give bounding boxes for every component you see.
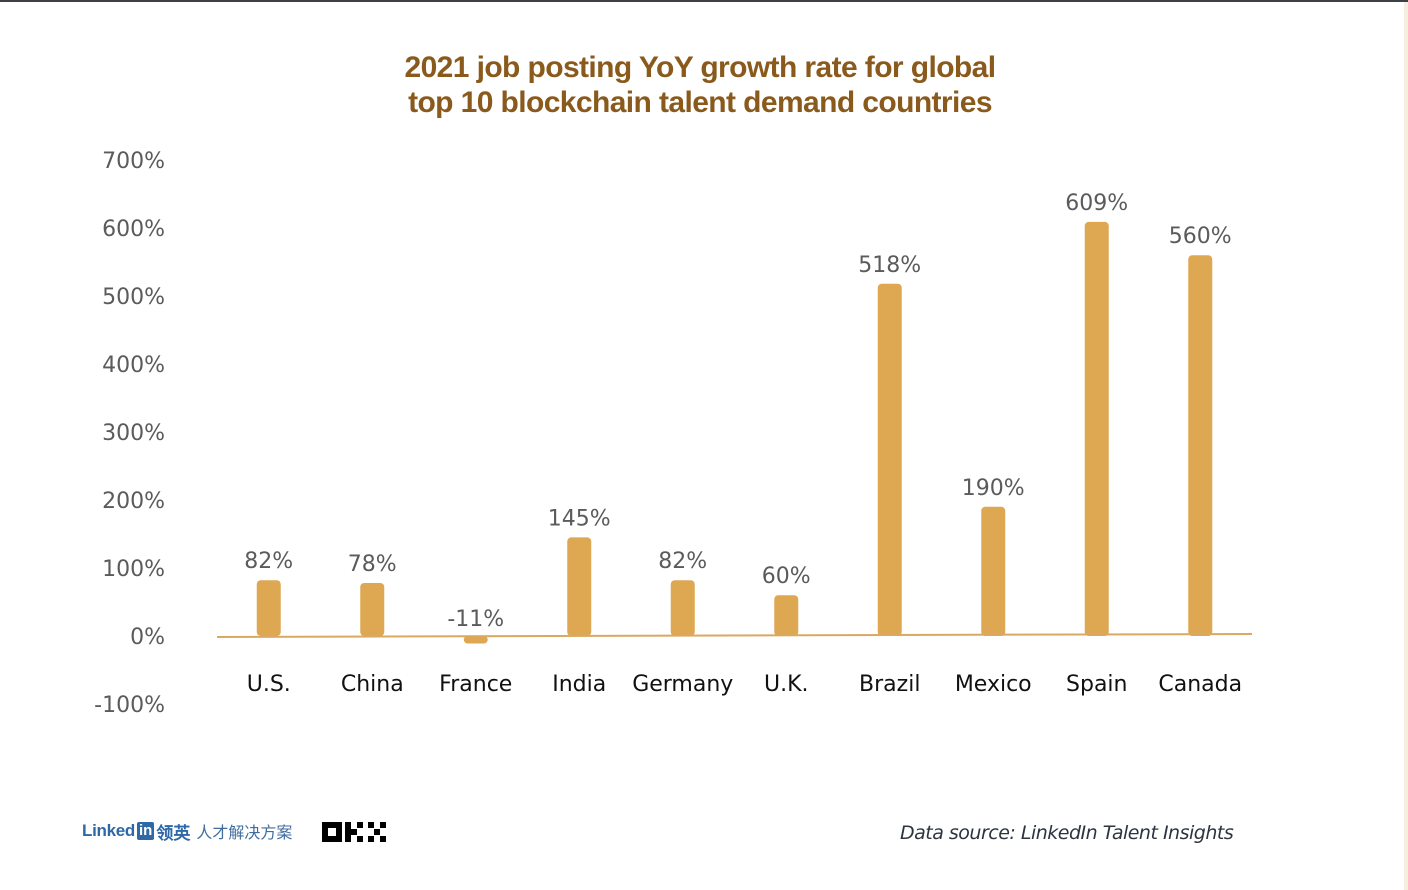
y-tick-label: 400% <box>102 353 165 378</box>
data-label: 78% <box>348 552 397 577</box>
x-tick-label: France <box>439 672 512 697</box>
bar <box>360 582 385 636</box>
data-label: -11% <box>447 607 504 632</box>
bar <box>256 580 281 636</box>
x-tick-label: India <box>552 672 606 697</box>
x-tick-label: Germany <box>632 672 733 697</box>
x-tick-label: China <box>341 672 404 697</box>
y-tick-label: 100% <box>102 557 165 582</box>
chart-title: 2021 job posting YoY growth rate for glo… <box>300 50 1100 120</box>
x-tick-label: U.K. <box>764 672 809 697</box>
bar <box>463 636 488 644</box>
x-tick-label: U.S. <box>247 672 291 697</box>
data-label: 82% <box>658 549 707 574</box>
linkedin-in-icon: in <box>137 822 155 840</box>
bar <box>774 595 799 636</box>
page-right-edge <box>1404 2 1408 890</box>
chart-title-line-1: 2021 job posting YoY growth rate for glo… <box>404 51 997 84</box>
y-tick-label: 700% <box>102 149 165 174</box>
linkedin-talent-solutions: 人才解决方案 <box>196 823 293 842</box>
data-label: 82% <box>244 549 293 574</box>
data-labels: 82% 78% -11% 145% 82% 60% 518% 190% 609% 560% <box>244 191 1231 632</box>
window-top-border <box>0 0 1408 2</box>
bar <box>877 283 902 636</box>
data-label: 190% <box>962 476 1025 501</box>
bar <box>1084 221 1109 636</box>
zero-axis-line <box>216 633 1253 638</box>
okx-logo-icon: OKX <box>322 822 386 842</box>
x-tick-label: Brazil <box>859 672 920 697</box>
data-label: 145% <box>548 506 611 531</box>
bar <box>567 537 592 636</box>
x-tick-label: Canada <box>1158 672 1242 697</box>
y-tick-label: -100% <box>94 693 165 718</box>
y-tick-label: 200% <box>102 489 165 514</box>
data-label: 518% <box>858 253 921 278</box>
data-label: 609% <box>1065 191 1128 216</box>
x-axis-labels: U.S. China France India Germany U.K. Brazil Mex… <box>247 672 1242 697</box>
chart-title-line-2: top 10 blockchain talent demand countrie… <box>408 86 992 119</box>
bar <box>670 580 695 636</box>
y-tick-label: 500% <box>102 285 165 310</box>
bar <box>981 506 1006 636</box>
y-axis-ticks: 700% 600% 500% 400% 300% 200% 100% 0% -100% <box>94 149 165 718</box>
y-tick-label: 300% <box>102 421 165 446</box>
y-tick-label: 600% <box>102 217 165 242</box>
data-label: 60% <box>762 564 811 589</box>
data-label: 560% <box>1169 224 1232 249</box>
bars <box>256 221 1213 644</box>
linkedin-cn-name: 领英 <box>156 823 191 844</box>
linkedin-logo: Linked in 领英 人才解决方案 <box>82 818 292 844</box>
y-tick-label: 0% <box>130 625 165 650</box>
x-tick-label: Spain <box>1066 672 1127 697</box>
linkedin-wordmark: Linked <box>82 821 135 840</box>
bar <box>1188 255 1213 636</box>
x-tick-label: Mexico <box>955 672 1032 697</box>
data-source-note: Data source: LinkedIn Talent Insights <box>900 822 1234 844</box>
